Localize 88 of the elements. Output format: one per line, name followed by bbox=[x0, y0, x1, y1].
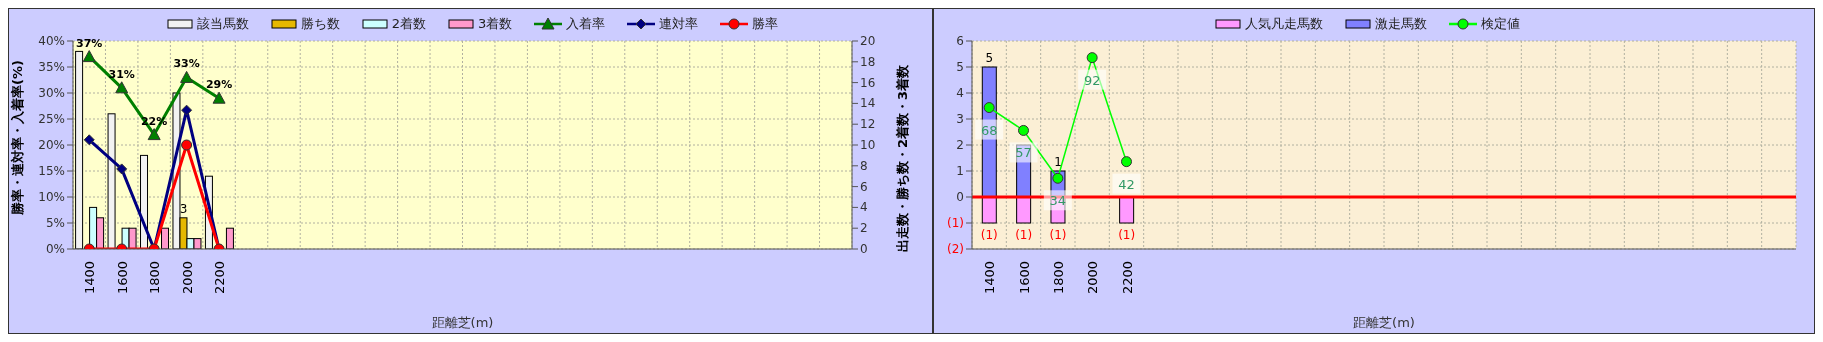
x-tick-label: 1800 bbox=[147, 261, 163, 295]
legend-label: 人気凡走馬数 bbox=[1244, 15, 1323, 33]
y2-tick-label: 12 bbox=[860, 117, 876, 132]
y-tick-label: 0 bbox=[956, 190, 964, 204]
data-label: 33% bbox=[173, 57, 200, 71]
bar bbox=[225, 227, 234, 249]
bar bbox=[981, 196, 997, 224]
x-axis-title: 距離芝(m) bbox=[1353, 315, 1415, 330]
legend-label: 勝ち数 bbox=[300, 15, 340, 33]
bar bbox=[161, 227, 170, 249]
y-tick-label: 25% bbox=[38, 112, 65, 126]
bar bbox=[75, 50, 84, 249]
y2-tick-label: 16 bbox=[860, 75, 876, 90]
y-tick-label: 20% bbox=[38, 138, 65, 152]
x-tick-label: 2200 bbox=[1119, 261, 1135, 295]
x-tick-label: 1600 bbox=[1016, 261, 1032, 295]
y-tick-label: 40% bbox=[38, 34, 65, 48]
legend-label: 該当馬数 bbox=[196, 15, 249, 33]
data-label: (1) bbox=[1118, 228, 1136, 242]
bar bbox=[140, 154, 149, 249]
legend-label: 入着率 bbox=[566, 15, 606, 33]
point bbox=[1121, 156, 1132, 168]
y2-tick-label: 4 bbox=[860, 200, 868, 215]
point bbox=[116, 163, 128, 175]
point bbox=[180, 70, 194, 83]
legend-label: 2着数 bbox=[391, 15, 426, 33]
y2-tick-label: 14 bbox=[860, 96, 876, 111]
y-tick-label: 15% bbox=[38, 164, 65, 178]
x-tick-label: 1400 bbox=[982, 261, 998, 295]
y-tick-label: 0% bbox=[45, 242, 65, 256]
data-label: 68 bbox=[980, 122, 998, 138]
legend-label: 連対率 bbox=[659, 15, 699, 33]
y-tick-label: 30% bbox=[38, 86, 65, 100]
data-label: 92 bbox=[1083, 72, 1101, 88]
y2-tick-label: 8 bbox=[860, 158, 868, 173]
x-tick-label: 2200 bbox=[212, 261, 228, 295]
point bbox=[212, 91, 226, 104]
y-tick-label: 4 bbox=[956, 86, 964, 100]
point bbox=[1018, 124, 1029, 136]
data-label: 34 bbox=[1049, 193, 1067, 209]
data-label: 42 bbox=[1118, 176, 1135, 192]
x-tick-label: 1400 bbox=[82, 261, 98, 295]
data-label: (1) bbox=[980, 228, 998, 242]
x-tick-label: 2000 bbox=[179, 261, 195, 295]
point bbox=[181, 139, 193, 151]
legend-label: 勝率 bbox=[752, 15, 779, 33]
y-tick-label: 3 bbox=[956, 112, 964, 126]
y2-tick-label: 20 bbox=[860, 34, 876, 48]
y-tick-label: (2) bbox=[947, 242, 964, 256]
point bbox=[83, 134, 95, 146]
point bbox=[115, 81, 129, 94]
data-label: 37% bbox=[76, 36, 103, 50]
y2-axis-title: 出走数・勝ち数・2着数・3着数 bbox=[894, 64, 910, 253]
data-label: (1) bbox=[1049, 228, 1067, 242]
y-tick-label: 10% bbox=[38, 190, 65, 204]
y2-tick-label: 10 bbox=[860, 138, 876, 152]
y2-tick-label: 2 bbox=[860, 221, 868, 236]
data-label: 29% bbox=[205, 78, 233, 92]
bar bbox=[1016, 196, 1032, 224]
y2-tick-label: 18 bbox=[860, 54, 876, 69]
bar bbox=[107, 113, 116, 249]
point bbox=[82, 50, 96, 63]
y-tick-label: 6 bbox=[956, 34, 964, 48]
y-tick-label: 35% bbox=[38, 60, 65, 74]
x-axis-title: 距離芝(m) bbox=[431, 315, 494, 330]
y-tick-label: 5 bbox=[956, 60, 964, 74]
y-tick-label: 2 bbox=[956, 138, 964, 152]
x-tick-label: 2000 bbox=[1085, 261, 1101, 295]
point bbox=[1086, 52, 1098, 64]
point bbox=[147, 128, 161, 141]
y-tick-label: 1 bbox=[956, 164, 964, 178]
legend-label: 激走馬数 bbox=[1374, 15, 1427, 33]
legend-label: 3着数 bbox=[478, 15, 513, 33]
data-label: 3 bbox=[179, 201, 188, 216]
data-label: 1 bbox=[1054, 155, 1062, 169]
x-tick-label: 1800 bbox=[1050, 261, 1066, 295]
point bbox=[983, 102, 995, 114]
x-tick-label: 1600 bbox=[114, 261, 130, 295]
y2-tick-label: 6 bbox=[860, 179, 868, 194]
data-label: (1) bbox=[1015, 228, 1033, 242]
y-axis-title: 勝率・連対率・入着率(%) bbox=[9, 60, 25, 216]
y-tick-label: (1) bbox=[947, 216, 964, 230]
legend-label: 検定値 bbox=[1480, 15, 1520, 33]
data-label: 31% bbox=[108, 67, 135, 81]
point bbox=[181, 104, 193, 116]
y2-tick-label: 0 bbox=[860, 242, 868, 256]
y-tick-label: 5% bbox=[45, 216, 65, 230]
data-label: 5 bbox=[985, 51, 994, 65]
